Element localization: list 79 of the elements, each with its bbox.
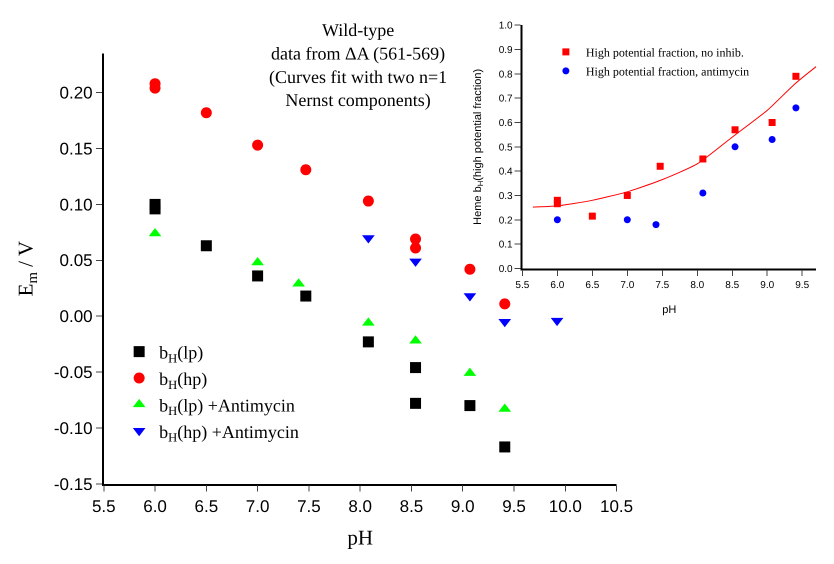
x-tick-label: 6.5 xyxy=(585,280,600,292)
point xyxy=(464,400,476,412)
point xyxy=(732,126,739,134)
y-tick-label: 0.1 xyxy=(498,240,514,251)
legend-label: b$_{H}$(lp) +Antimycin xyxy=(159,395,295,418)
y-tick-label: -0.10 xyxy=(54,418,93,438)
x-axis-title: pH xyxy=(347,526,373,550)
x-tick-label: 9.5 xyxy=(795,280,810,292)
x-tick-label: 9.0 xyxy=(760,280,775,292)
y-tick-label: 1.0 xyxy=(498,20,514,32)
point xyxy=(410,362,422,374)
y-tick-label: 0.15 xyxy=(60,139,93,158)
point xyxy=(410,234,422,245)
y-tick-label: 0.0 xyxy=(498,264,514,275)
x-tick-label: 5.5 xyxy=(515,280,530,292)
point xyxy=(792,72,800,80)
x-tick-label: 10.0 xyxy=(548,496,582,516)
y-tick-label: 0.9 xyxy=(498,45,514,56)
legend-label: b$_{H}$(lp) xyxy=(159,342,204,366)
point xyxy=(362,336,374,348)
y-tick-label: 0.8 xyxy=(498,69,514,80)
point xyxy=(624,192,631,199)
point xyxy=(499,298,510,310)
annotation: Wild-type data from ΔA (561-569) (Curves fit with two n=1 Nernst components) xyxy=(269,20,448,110)
legend-label: High potential fraction, no inhib. xyxy=(586,46,744,60)
point xyxy=(464,264,476,275)
point xyxy=(300,290,312,302)
x-tick-label: 8.5 xyxy=(725,280,740,292)
point xyxy=(656,162,664,170)
point xyxy=(554,216,561,224)
point xyxy=(252,140,264,151)
y-tick-label: -0.05 xyxy=(54,363,93,382)
x-tick-label: 7.5 xyxy=(297,496,321,516)
x-tick-label: 7.0 xyxy=(246,496,270,516)
y-tick-label: 0.00 xyxy=(60,307,93,326)
y-tick-label: 0.05 xyxy=(60,251,93,270)
point xyxy=(768,136,776,144)
legend-label: b$_{H}$(hp) +Antimycin xyxy=(159,422,299,445)
point xyxy=(652,221,660,228)
y-tick-label: 0.20 xyxy=(60,84,93,103)
point xyxy=(768,119,776,126)
point xyxy=(410,398,422,409)
point xyxy=(588,212,596,220)
point xyxy=(252,270,264,282)
point xyxy=(362,196,374,207)
y-tick-label: 0.3 xyxy=(498,190,514,202)
y-tick-label: -0.15 xyxy=(54,474,93,494)
point xyxy=(499,441,510,452)
x-tick-label: 8.0 xyxy=(690,280,705,292)
legend-label: b$_{H}$(hp) xyxy=(159,369,208,392)
x-tick-label: 10.5 xyxy=(600,496,634,516)
x-tick-label: 8.5 xyxy=(400,496,424,516)
x-tick-label: 5.5 xyxy=(92,496,116,516)
x-tick-label: 6.0 xyxy=(143,496,167,516)
y-tick-label: 0.10 xyxy=(60,195,93,214)
point xyxy=(624,216,631,224)
x-tick-label: 7.0 xyxy=(620,280,635,292)
y-tick-label: 0.5 xyxy=(498,142,514,154)
point xyxy=(200,240,212,252)
x-tick-label: 8.0 xyxy=(348,496,372,516)
x-tick-label: 6.5 xyxy=(194,496,218,516)
y-tick-label: 0.6 xyxy=(498,118,514,129)
y-tick-label: 0.7 xyxy=(498,94,514,105)
x-tick-label: 9.0 xyxy=(450,496,475,516)
point xyxy=(410,242,422,254)
line-series xyxy=(532,66,816,208)
point xyxy=(200,107,212,118)
point xyxy=(150,203,161,214)
y-tick-label: 0.4 xyxy=(498,166,514,178)
point xyxy=(300,164,312,176)
x-axis-title: pH xyxy=(662,304,676,316)
y-tick-label: 0.2 xyxy=(498,215,514,226)
point xyxy=(792,104,800,112)
point xyxy=(699,190,706,197)
point xyxy=(732,143,739,150)
legend-label: High potential fraction, antimycin xyxy=(586,64,750,79)
x-tick-label: 7.5 xyxy=(655,280,670,292)
x-tick-label: 9.5 xyxy=(502,496,526,516)
x-tick-label: 6.0 xyxy=(550,280,565,292)
